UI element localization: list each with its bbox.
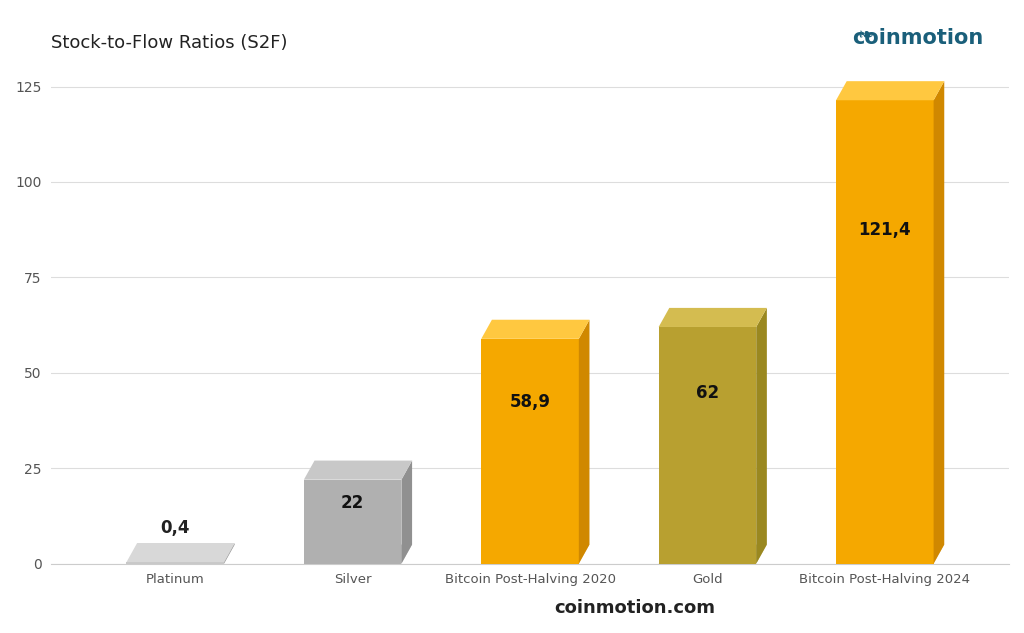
Text: 62: 62	[696, 384, 719, 402]
Text: 121,4: 121,4	[858, 221, 911, 239]
Polygon shape	[127, 544, 234, 563]
Polygon shape	[224, 543, 234, 563]
Polygon shape	[836, 81, 944, 100]
Polygon shape	[304, 461, 412, 480]
Text: ❧: ❧	[857, 27, 873, 46]
Polygon shape	[481, 320, 590, 339]
Polygon shape	[836, 544, 944, 563]
Polygon shape	[401, 461, 412, 563]
Bar	[836, 100, 934, 563]
Polygon shape	[127, 543, 234, 562]
Polygon shape	[579, 320, 590, 563]
Bar	[481, 339, 579, 563]
Text: Stock-to-Flow Ratios (S2F): Stock-to-Flow Ratios (S2F)	[51, 34, 288, 52]
Text: coinmotion: coinmotion	[852, 28, 983, 49]
Text: 58,9: 58,9	[510, 392, 551, 411]
Polygon shape	[934, 81, 944, 563]
Polygon shape	[481, 544, 590, 563]
Polygon shape	[756, 308, 767, 563]
Text: 22: 22	[341, 494, 365, 512]
Bar	[658, 327, 756, 563]
Bar	[127, 562, 224, 563]
Bar	[304, 480, 401, 563]
Polygon shape	[658, 308, 767, 327]
Polygon shape	[304, 544, 412, 563]
Text: 0,4: 0,4	[161, 519, 190, 537]
Text: coinmotion.com: coinmotion.com	[554, 599, 716, 617]
Polygon shape	[658, 544, 767, 563]
